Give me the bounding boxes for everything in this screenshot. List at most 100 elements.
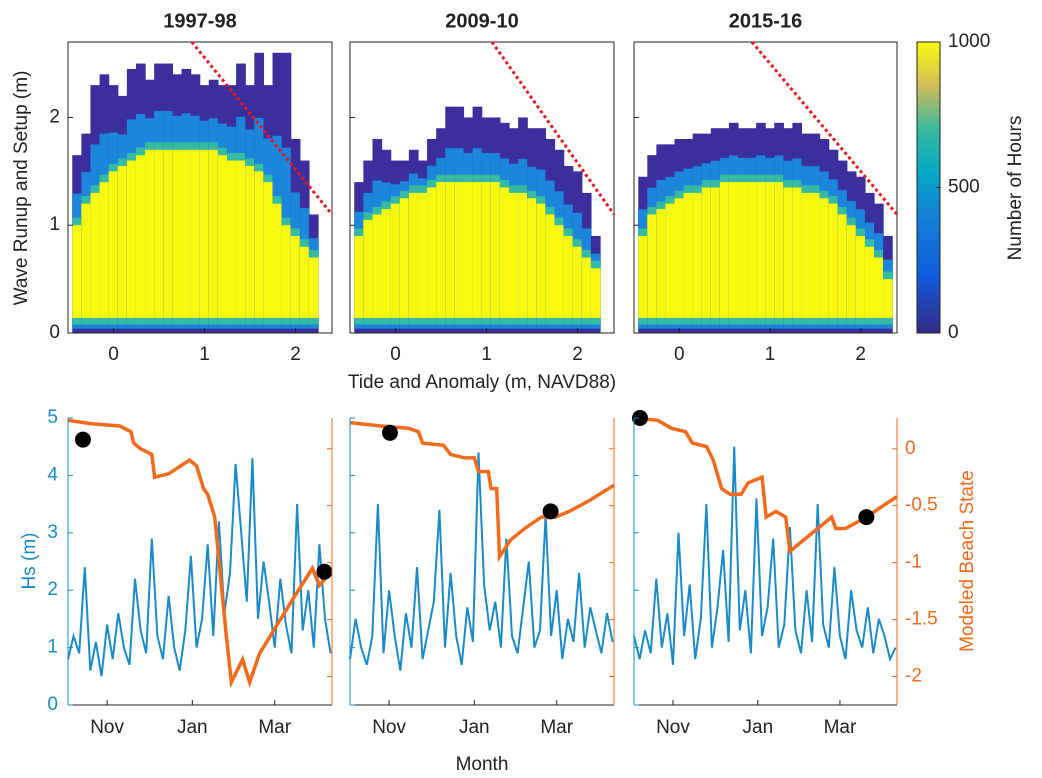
cell-peak — [199, 149, 210, 318]
x-tick-label: 2 — [290, 344, 301, 365]
cell-peak — [638, 236, 648, 318]
beach-state-dot — [74, 431, 91, 448]
cell-peak — [692, 192, 703, 318]
cell-peak — [135, 155, 146, 318]
heatmap-panel: 2009-10 0 1 2 — [349, 10, 616, 365]
x-tick-label: Nov — [90, 717, 124, 738]
y-tick-label: 5 — [47, 407, 58, 428]
x-tick-label: Nov — [656, 717, 690, 738]
x-tick-label: Nov — [372, 717, 406, 738]
cell-peak — [154, 149, 164, 318]
cell-peak — [163, 149, 173, 318]
x-tick-label: 1 — [765, 344, 776, 365]
x-axis-label: Month — [456, 754, 509, 775]
panel-title: 1997-98 — [163, 10, 236, 32]
y-tick-label: 4 — [47, 464, 58, 485]
y-tick-label: 3 — [47, 522, 58, 543]
timeseries-panel: Nov Jan Mar — [349, 417, 615, 738]
cell-peak — [227, 160, 237, 318]
x-tick-label: 0 — [108, 344, 119, 365]
y-tick-label: 1 — [49, 214, 60, 235]
cell-peak — [126, 160, 137, 318]
cell-peak — [518, 192, 528, 318]
cell-peak — [236, 160, 246, 318]
cell-peak — [509, 192, 519, 318]
cell-peak — [272, 203, 283, 318]
panel-title: 2015-16 — [729, 10, 802, 32]
cell-peak — [837, 214, 848, 318]
beach-state-dot — [858, 509, 875, 526]
cell-peak — [647, 214, 657, 318]
cell-peak — [399, 198, 410, 318]
cell-peak — [701, 187, 712, 318]
cell-peak — [572, 246, 583, 318]
cell-peak — [536, 203, 547, 318]
cell-peak — [190, 149, 201, 318]
panel-frame — [67, 41, 333, 334]
cell-peak — [683, 192, 694, 318]
cell-peak — [674, 198, 685, 318]
y2-tick-label: 0 — [905, 438, 916, 459]
cell-peak — [792, 187, 803, 318]
cell-peak — [308, 257, 319, 318]
cell-peak — [417, 192, 428, 318]
panel-frame — [633, 41, 898, 334]
cell-peak — [783, 187, 794, 318]
cell-peak — [290, 236, 301, 318]
cell-peak — [281, 225, 292, 318]
cell-peak — [728, 182, 739, 318]
cell-peak — [545, 214, 556, 318]
threshold-line — [190, 41, 334, 216]
beach-state-dot — [381, 424, 398, 441]
y-axis-label: Wave Runup and Setup (m) — [11, 71, 32, 306]
cell-peak — [747, 182, 757, 318]
cell-peak — [72, 225, 82, 318]
beach-state-dot — [316, 563, 333, 580]
cell-peak — [145, 149, 155, 318]
cell-peak — [719, 182, 730, 318]
cell-peak — [363, 219, 374, 318]
colorbar-tick-label: 0 — [948, 322, 959, 343]
cell-peak — [254, 171, 265, 318]
cell-peak — [108, 171, 119, 318]
x-tick-label: 1 — [481, 344, 492, 365]
y-tick-label: 2 — [47, 579, 58, 600]
cell-peak — [490, 182, 501, 318]
cell-peak — [765, 182, 775, 318]
cell-peak — [855, 236, 866, 318]
x-tick-label: Mar — [258, 717, 291, 738]
y-tick-label: 1 — [47, 637, 58, 658]
cell-peak — [81, 203, 92, 318]
heatmap-panel: 1997-98 0 1 2 0 1 2 — [49, 10, 334, 365]
cell-peak — [819, 198, 830, 318]
cell-peak — [99, 182, 110, 318]
cell-peak — [883, 279, 893, 318]
cell-peak — [874, 257, 884, 318]
cell-peak — [208, 149, 219, 318]
cell-peak — [390, 203, 401, 318]
panel-title: 2009-10 — [445, 10, 518, 32]
cell-peak — [864, 246, 875, 318]
cell-peak — [408, 192, 419, 318]
x-tick-label: 2 — [572, 344, 583, 365]
cell-peak — [756, 182, 766, 318]
cell-peak — [472, 182, 483, 318]
y-tick-label: 0 — [47, 694, 58, 715]
cell-peak — [499, 187, 510, 318]
cell-peak — [90, 192, 101, 318]
x-tick-label: Mar — [824, 717, 857, 738]
x-tick-label: Mar — [540, 717, 573, 738]
cell-peak — [245, 165, 255, 318]
cell-peak — [445, 182, 455, 318]
x-tick-label: 0 — [390, 344, 401, 365]
cell-peak — [527, 198, 537, 318]
cell-peak — [563, 236, 574, 318]
x-tick-label: 2 — [855, 344, 866, 365]
cell-peak — [117, 165, 128, 318]
cell-peak — [656, 209, 667, 318]
y2-tick-label: -1.5 — [905, 609, 938, 630]
beach-state-line — [67, 418, 331, 689]
timeseries-panel: Nov Jan Mar 0 -0.5 -1 -1.5 -2 — [631, 410, 938, 738]
cell-peak — [554, 225, 565, 318]
